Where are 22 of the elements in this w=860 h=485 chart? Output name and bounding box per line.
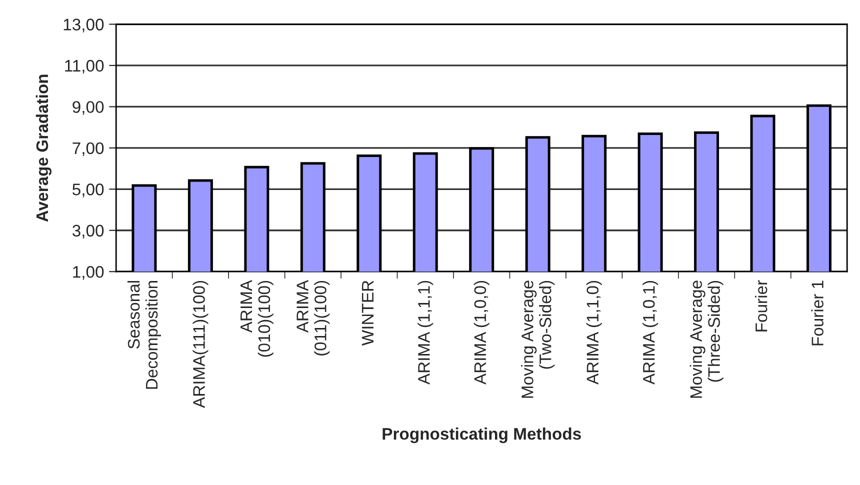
x-tick-label: Fourier — [754, 280, 768, 332]
x-tick-label: ARIMA (011)(100) — [296, 280, 330, 356]
x-tick-label: ARIMA (1,0,1) — [642, 280, 658, 385]
x-tick-label: Seasonal Decomposition — [127, 281, 161, 389]
y-tick-label: 11,00 — [65, 60, 104, 74]
y-axis-title: Average Gradation — [36, 74, 52, 222]
y-tick-label: 3,00 — [72, 224, 104, 239]
y-tick-label: 1,00 — [73, 266, 104, 280]
x-axis-title: Prognosticating Methods — [382, 428, 581, 444]
x-tick-label: Moving Average (Three-Sided) — [690, 280, 724, 398]
y-tick-label: 7,00 — [72, 142, 104, 156]
y-tick-label: 5,00 — [72, 184, 104, 198]
x-tick-label: ARIMA(111)(100) — [192, 280, 208, 408]
x-tick-label: WINTER — [362, 280, 374, 346]
x-tick-label: ARIMA (1,0,0) — [474, 280, 490, 385]
y-tick-label: 13,00 — [64, 18, 104, 32]
x-tick-label: ARIMA (010)(100) — [240, 280, 274, 357]
x-tick-label: Moving Average (Two-Sided) — [521, 280, 555, 398]
x-tick-label: ARIMA (1,1,1) — [418, 280, 434, 385]
x-tick-label: ARIMA (1,1,0) — [586, 280, 602, 385]
x-tick-label: Fourier 1 — [811, 280, 824, 346]
y-tick-label: 9,00 — [72, 101, 104, 115]
